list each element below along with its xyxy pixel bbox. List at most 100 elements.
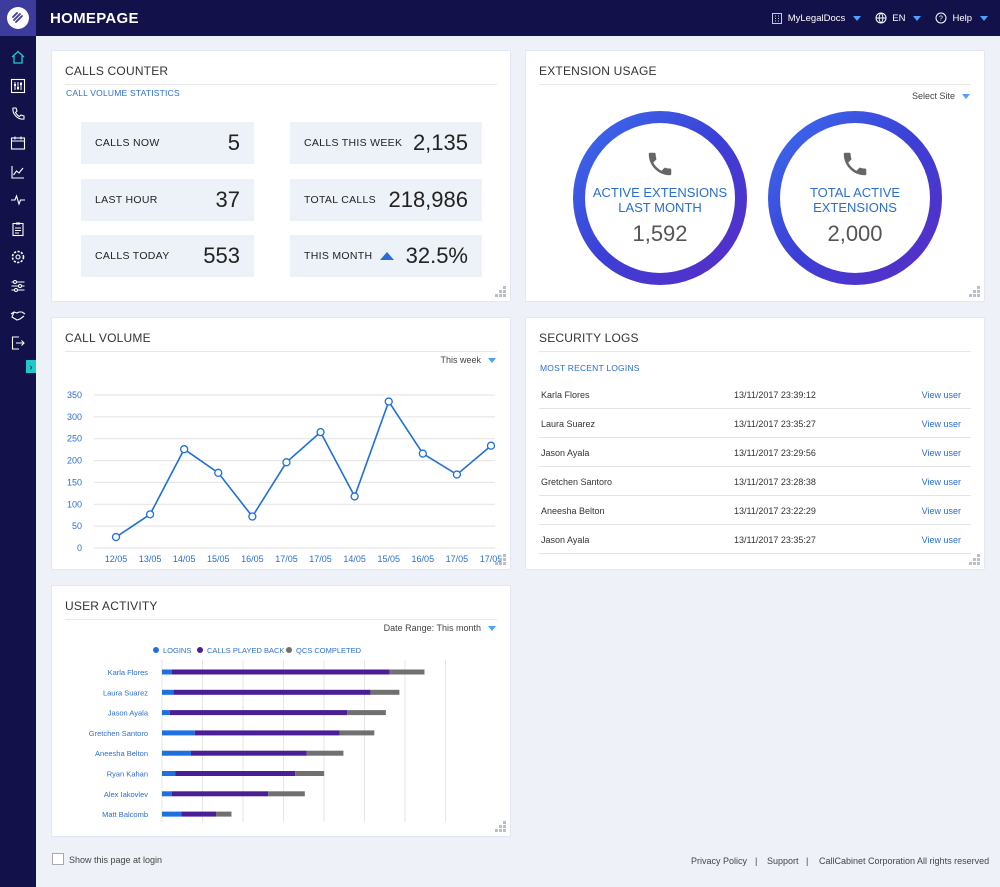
sidebar-expand-button[interactable]: ›	[26, 360, 36, 373]
sidebar-item-activity[interactable]	[0, 186, 36, 215]
y-tick-label: 0	[77, 543, 82, 553]
sidebar-item-partners[interactable]	[0, 300, 36, 329]
extension-usage-title: EXTENSION USAGE	[539, 64, 971, 85]
data-point	[282, 458, 291, 467]
view-user-link[interactable]: View user	[921, 535, 961, 545]
sidebar-item-switchboard[interactable]	[0, 72, 36, 101]
y-tick-label: 150	[67, 477, 82, 487]
footer-separator: |	[755, 856, 758, 866]
data-point	[111, 532, 121, 542]
data-point	[350, 492, 359, 501]
bar-segment	[194, 730, 340, 736]
data-point	[316, 428, 325, 437]
language-label: EN	[892, 12, 906, 24]
x-tick-label: 17/05	[446, 554, 469, 564]
sliders-icon	[11, 280, 25, 293]
view-user-link[interactable]: View user	[921, 506, 961, 516]
log-row: Jason Ayala 13/11/2017 23:29:56 View user	[539, 438, 971, 467]
y-tick-label: 250	[67, 434, 82, 444]
log-timestamp: 13/11/2017 23:35:27	[734, 535, 816, 545]
calls-counter-card: CALLS COUNTER CALL VOLUME STATISTICS CAL…	[51, 50, 511, 302]
period-select-label: This week	[440, 355, 481, 365]
logo-icon	[7, 7, 29, 29]
user-activity-card: USER ACTIVITY Date Range: This month LOG…	[51, 585, 511, 837]
legend-label: LOGINS	[163, 646, 191, 655]
bar-segment	[347, 710, 386, 716]
footer-separator: |	[806, 856, 809, 866]
sidebar-item-home[interactable]	[0, 43, 36, 72]
date-range-select[interactable]: Date Range: This month	[384, 623, 496, 633]
bar-segment	[171, 791, 269, 797]
period-select[interactable]: This week	[440, 355, 496, 365]
view-user-link[interactable]: View user	[921, 448, 961, 458]
account-selector[interactable]: MyLegalDocs	[771, 12, 862, 24]
log-user-name: Jason Ayala	[541, 535, 590, 545]
data-point	[452, 470, 462, 479]
bar-segment	[295, 771, 325, 776]
bar-segment	[162, 710, 170, 716]
bar-segment	[175, 771, 296, 776]
bar-segment	[268, 791, 305, 797]
chevron-down-icon	[962, 93, 970, 99]
log-timestamp: 13/11/2017 23:39:12	[734, 390, 816, 400]
sidebar-item-settings[interactable]	[0, 243, 36, 272]
building-icon	[771, 13, 782, 24]
tile-label: LAST HOUR	[95, 194, 158, 206]
logo[interactable]	[0, 0, 36, 36]
log-timestamp: 13/11/2017 23:29:56	[734, 448, 816, 458]
resize-handle-icon[interactable]	[968, 553, 980, 565]
tile-value: 32.5%	[405, 243, 468, 268]
bar-segment	[169, 710, 348, 716]
site-select[interactable]: Select Site	[912, 91, 970, 101]
sidebar-item-calendar[interactable]	[0, 129, 36, 158]
security-logs-card: SECURITY LOGS MOST RECENT LOGINS Karla F…	[525, 317, 985, 570]
sidebar-item-analytics[interactable]	[0, 157, 36, 186]
log-timestamp: 13/11/2017 23:35:27	[734, 419, 816, 429]
user-activity-title: USER ACTIVITY	[65, 599, 497, 620]
show-at-login-checkbox[interactable]	[52, 853, 64, 865]
data-point	[384, 397, 393, 406]
x-tick-label: 16/05	[241, 554, 264, 564]
resize-handle-icon[interactable]	[494, 820, 506, 832]
privacy-policy-link[interactable]: Privacy Policy	[691, 856, 748, 866]
tile-label: CALLS THIS WEEK	[304, 137, 403, 149]
category-label: Alex Iakovlev	[104, 790, 148, 799]
log-row: Karla Flores 13/11/2017 23:39:12 View user	[539, 380, 971, 409]
view-user-link[interactable]: View user	[921, 390, 961, 400]
sidebar-item-filters[interactable]	[0, 272, 36, 301]
help-menu[interactable]: ? Help	[935, 12, 988, 24]
log-row: Jason Ayala 13/11/2017 23:35:27 View user	[539, 525, 971, 554]
sidebar: ›	[0, 36, 36, 887]
sidebar-item-logout[interactable]	[0, 329, 36, 358]
chevron-down-icon	[488, 357, 496, 363]
data-point	[180, 445, 189, 454]
calls-counter-subtitle: CALL VOLUME STATISTICS	[66, 88, 180, 98]
support-link[interactable]: Support	[767, 856, 799, 866]
bar-segment	[162, 791, 172, 797]
view-user-link[interactable]: View user	[921, 419, 961, 429]
x-tick-label: 14/05	[343, 554, 366, 564]
log-user-name: Gretchen Santoro	[541, 477, 613, 487]
legend-marker	[153, 647, 159, 653]
resize-handle-icon[interactable]	[494, 553, 506, 565]
bar-segment	[190, 750, 307, 756]
series-line	[115, 399, 492, 538]
data-point	[214, 468, 223, 477]
resize-handle-icon[interactable]	[494, 285, 506, 297]
help-label: Help	[952, 12, 972, 24]
tile-this-month: THIS MONTH 32.5%	[290, 235, 482, 277]
category-label: Ryan Kahan	[107, 770, 148, 779]
sidebar-item-reports[interactable]	[0, 215, 36, 244]
chevron-down-icon	[853, 15, 862, 21]
view-user-link[interactable]: View user	[921, 477, 961, 487]
resize-handle-icon[interactable]	[968, 285, 980, 297]
language-selector[interactable]: EN	[875, 12, 922, 24]
tile-value: 5	[227, 130, 240, 155]
tile-value: 218,986	[388, 187, 468, 212]
sidebar-item-calls[interactable]	[0, 100, 36, 129]
category-label: Laura Suarez	[103, 688, 148, 697]
site-select-label: Select Site	[911, 91, 955, 101]
bar-segment	[162, 811, 182, 817]
chevron-down-icon	[980, 15, 988, 21]
date-range-select-label: Date Range: This month	[383, 623, 481, 633]
